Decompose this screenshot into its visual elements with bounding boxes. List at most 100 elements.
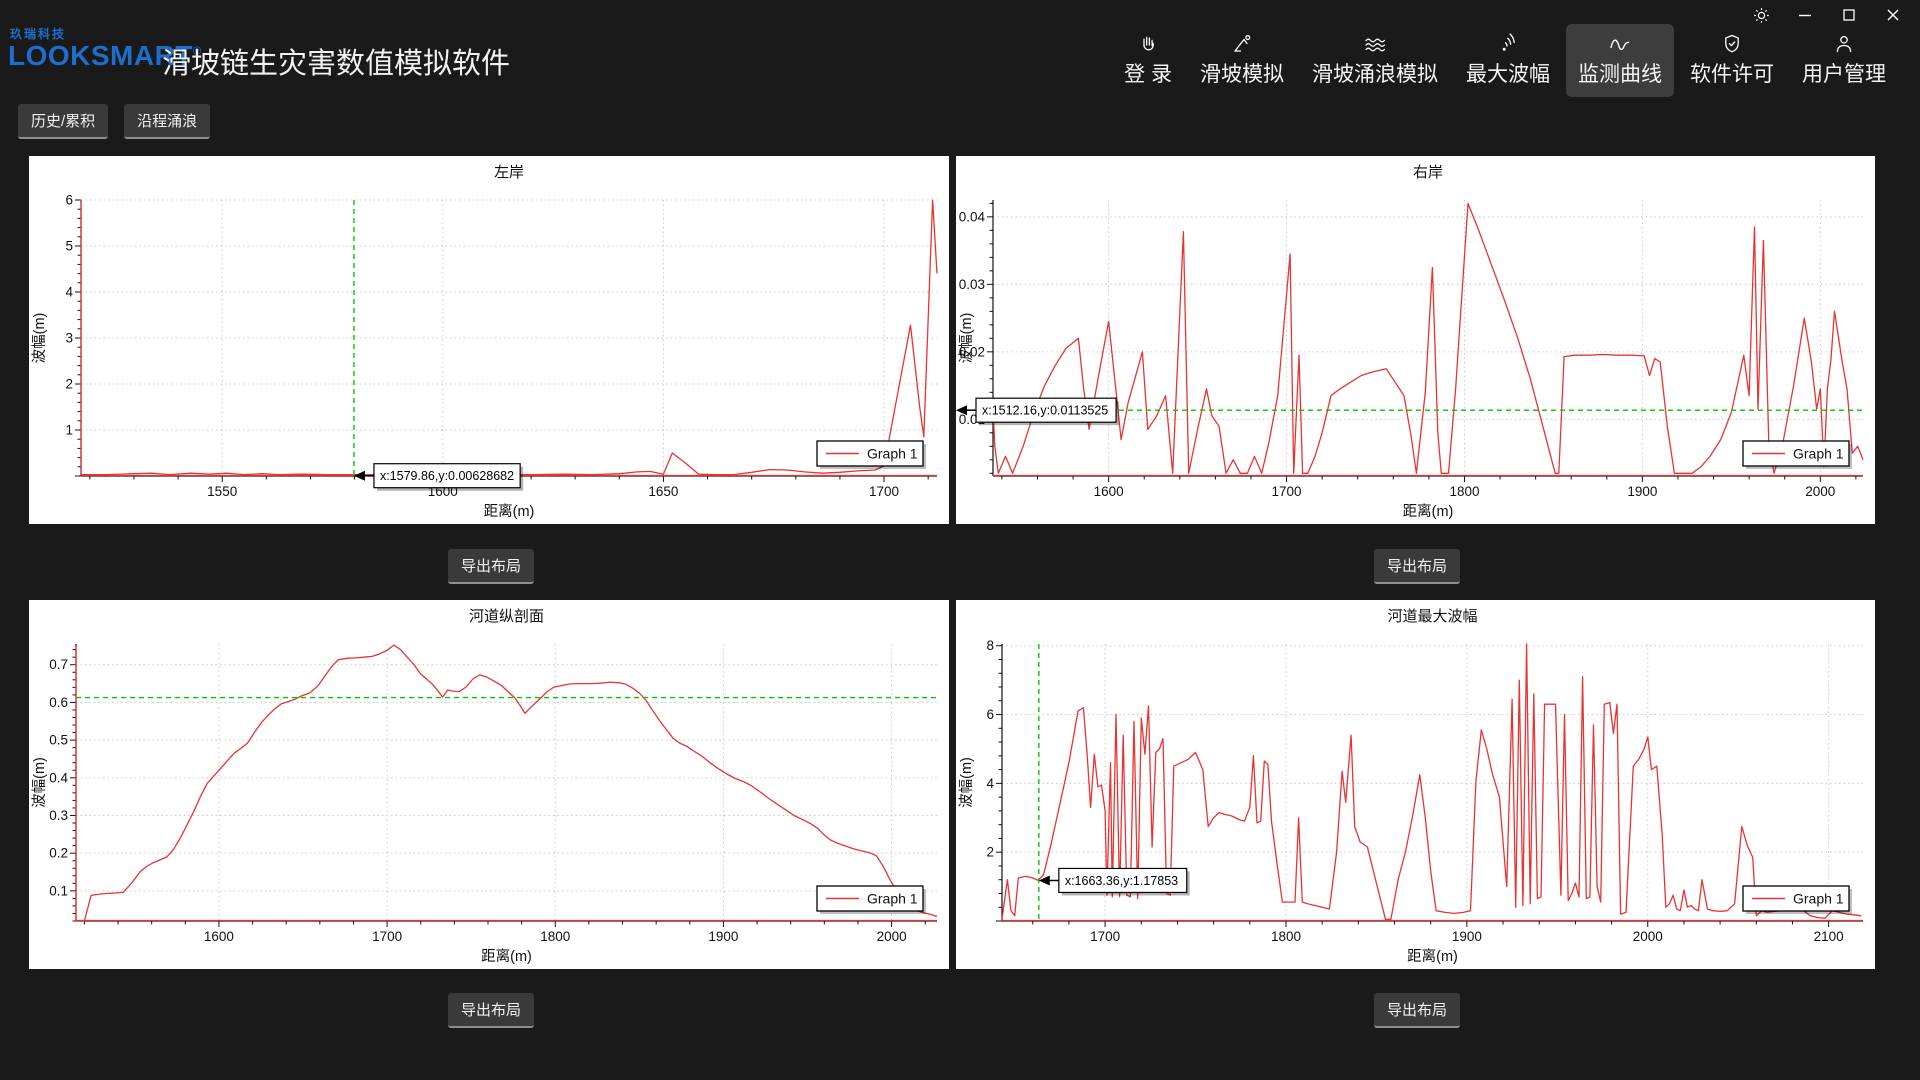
export-layout-button[interactable]: 导出布局 [1374, 993, 1461, 1028]
tab-history-cumulative[interactable]: 历史/累积 [18, 104, 109, 139]
surge-waves-icon [1363, 31, 1387, 55]
logo-wordmark: LOOKSMART® [8, 40, 202, 71]
data-line [1001, 643, 1862, 920]
svg-text:2000: 2000 [1805, 484, 1835, 499]
svg-text:1700: 1700 [1090, 929, 1120, 944]
svg-text:0.2: 0.2 [49, 846, 68, 861]
legend-label: Graph 1 [867, 446, 918, 462]
x-axis-label: 距离(m) [1403, 503, 1454, 520]
data-line [992, 202, 1864, 474]
nav-item-landslide-simulation[interactable]: 滑坡模拟 [1188, 24, 1296, 97]
chart-panel-channel-profile[interactable]: 1600 1700 1800 1900 2000 0.1 0.2 0.3 0.4 0.5 0.6 0.… [29, 600, 949, 969]
maximize-icon[interactable] [1838, 4, 1860, 26]
svg-text:1800: 1800 [540, 929, 570, 944]
tooltip-text: x:1663.36,y:1.17853 [1065, 874, 1178, 888]
svg-text:0.5: 0.5 [49, 733, 68, 748]
svg-text:0.7: 0.7 [49, 657, 68, 672]
tooltip-box [975, 397, 1117, 423]
svg-text:6: 6 [986, 707, 994, 722]
svg-text:1900: 1900 [1452, 929, 1482, 944]
svg-text:4: 4 [65, 285, 73, 300]
view-tabs: 历史/累积 沿程涌浪 [18, 104, 211, 139]
y-axis-label: 波幅(m) [31, 757, 48, 808]
license-shield-icon [1721, 31, 1743, 55]
legend-label: Graph 1 [867, 891, 918, 907]
legend-label: Graph 1 [1793, 891, 1844, 907]
window-controls [1750, 4, 1904, 26]
data-line [80, 199, 938, 476]
landslide-slope-icon [1231, 31, 1253, 55]
nav-item-surge-simulation[interactable]: 滑坡涌浪模拟 [1300, 24, 1450, 97]
nav-item-monitor-curves[interactable]: 监测曲线 [1566, 24, 1674, 97]
registered-mark: ® [192, 45, 202, 58]
svg-text:3: 3 [65, 331, 73, 346]
svg-text:5: 5 [65, 239, 73, 254]
x-axis-label: 距离(m) [481, 948, 532, 965]
export-layout-button[interactable]: 导出布局 [448, 549, 535, 584]
logo-company-text: 玖瑞科技 [10, 27, 67, 41]
tooltip-text: x:1579.86,y:0.00628682 [380, 469, 514, 483]
nav-item-label: 滑坡涌浪模拟 [1312, 63, 1438, 86]
svg-text:1700: 1700 [372, 929, 402, 944]
svg-text:0.02: 0.02 [959, 344, 985, 359]
minimize-icon[interactable] [1794, 4, 1816, 26]
tooltip-arrow [1038, 875, 1050, 886]
chart-title: 右岸 [1413, 164, 1443, 181]
svg-text:1700: 1700 [869, 484, 899, 499]
svg-text:1: 1 [65, 423, 73, 438]
x-axis-label: 距离(m) [1407, 948, 1458, 965]
svg-text:1600: 1600 [1094, 484, 1124, 499]
svg-text:1900: 1900 [708, 929, 738, 944]
svg-text:4: 4 [986, 776, 994, 791]
chart-panel-left-bank[interactable]: 1550 1600 1650 1700 1 2 3 4 5 6 左岸 距离(m) 波幅(m) Graph … [29, 156, 949, 524]
signal-icon [1497, 31, 1519, 55]
theme-sun-icon[interactable] [1750, 4, 1772, 26]
svg-text:8: 8 [986, 638, 994, 653]
chart-panel-right-bank[interactable]: 1600 1700 1800 1900 2000 0.01 0.02 0.03 0.04 右岸 距离… [956, 156, 1875, 524]
export-layout-button[interactable]: 导出布局 [1374, 549, 1461, 584]
tooltip-text: x:1512.16,y:0.0113525 [982, 404, 1108, 418]
tab-along-path-surge[interactable]: 沿程涌浪 [124, 104, 211, 139]
svg-text:1700: 1700 [1272, 484, 1302, 499]
svg-text:0.04: 0.04 [959, 209, 986, 224]
chart-canvas[interactable]: 1550 1600 1650 1700123456左岸距离(m)波幅(m)Graph … [29, 156, 949, 524]
svg-text:1650: 1650 [648, 484, 678, 499]
y-axis-label: 波幅(m) [31, 313, 48, 364]
tooltip-box [1058, 867, 1188, 894]
chart-title: 河道纵剖面 [469, 608, 544, 625]
nav-item-max-amplitude[interactable]: 最大波幅 [1454, 24, 1562, 97]
nav-item-user-management[interactable]: 用户管理 [1790, 24, 1898, 97]
main-nav: 登 录 滑坡模拟 滑坡涌浪模拟 [1112, 24, 1898, 97]
page-title: 滑坡链生灾害数值模拟软件 [162, 48, 511, 80]
tooltip-box [373, 463, 521, 489]
user-icon [1833, 31, 1855, 55]
svg-text:1900: 1900 [1627, 484, 1657, 499]
chart-title: 河道最大波幅 [1387, 608, 1477, 625]
y-axis-label: 波幅(m) [958, 313, 975, 364]
export-layout-button[interactable]: 导出布局 [448, 993, 535, 1028]
logo: 玖瑞科技 LOOKSMART® [8, 28, 202, 70]
nav-item-label: 软件许可 [1690, 63, 1774, 86]
nav-item-label: 最大波幅 [1466, 63, 1550, 86]
svg-text:0.03: 0.03 [959, 277, 985, 292]
svg-text:1800: 1800 [1449, 484, 1479, 499]
tooltip-arrow [353, 470, 365, 481]
chart-canvas[interactable]: 1600 1700 1800 1900 2000 0.1 0.2 0.3 0.4 0.5 0.6 0.… [29, 600, 949, 969]
close-icon[interactable] [1882, 4, 1904, 26]
nav-item-label: 用户管理 [1802, 63, 1886, 86]
chart-panel-channel-max-amplitude[interactable]: 1700 1800 1900 2000 2100 2 4 6 8 河道最大波幅 距离(m) 波幅(m)… [956, 600, 1875, 969]
x-axis-label: 距离(m) [484, 503, 535, 520]
svg-text:0.3: 0.3 [49, 808, 68, 823]
svg-text:0.6: 0.6 [49, 695, 68, 710]
data-line [75, 644, 938, 922]
svg-text:0.4: 0.4 [49, 770, 68, 785]
nav-item-label: 滑坡模拟 [1200, 63, 1284, 86]
nav-item-login[interactable]: 登 录 [1112, 24, 1184, 97]
svg-text:6: 6 [65, 193, 73, 208]
chart-title: 左岸 [494, 164, 524, 181]
nav-item-label: 监测曲线 [1578, 63, 1662, 86]
y-axis-label: 波幅(m) [958, 757, 975, 808]
nav-item-software-license[interactable]: 软件许可 [1678, 24, 1786, 97]
chart-canvas[interactable]: 1600 1700 1800 1900 20000.010.020.030.04右岸距离… [956, 156, 1875, 524]
